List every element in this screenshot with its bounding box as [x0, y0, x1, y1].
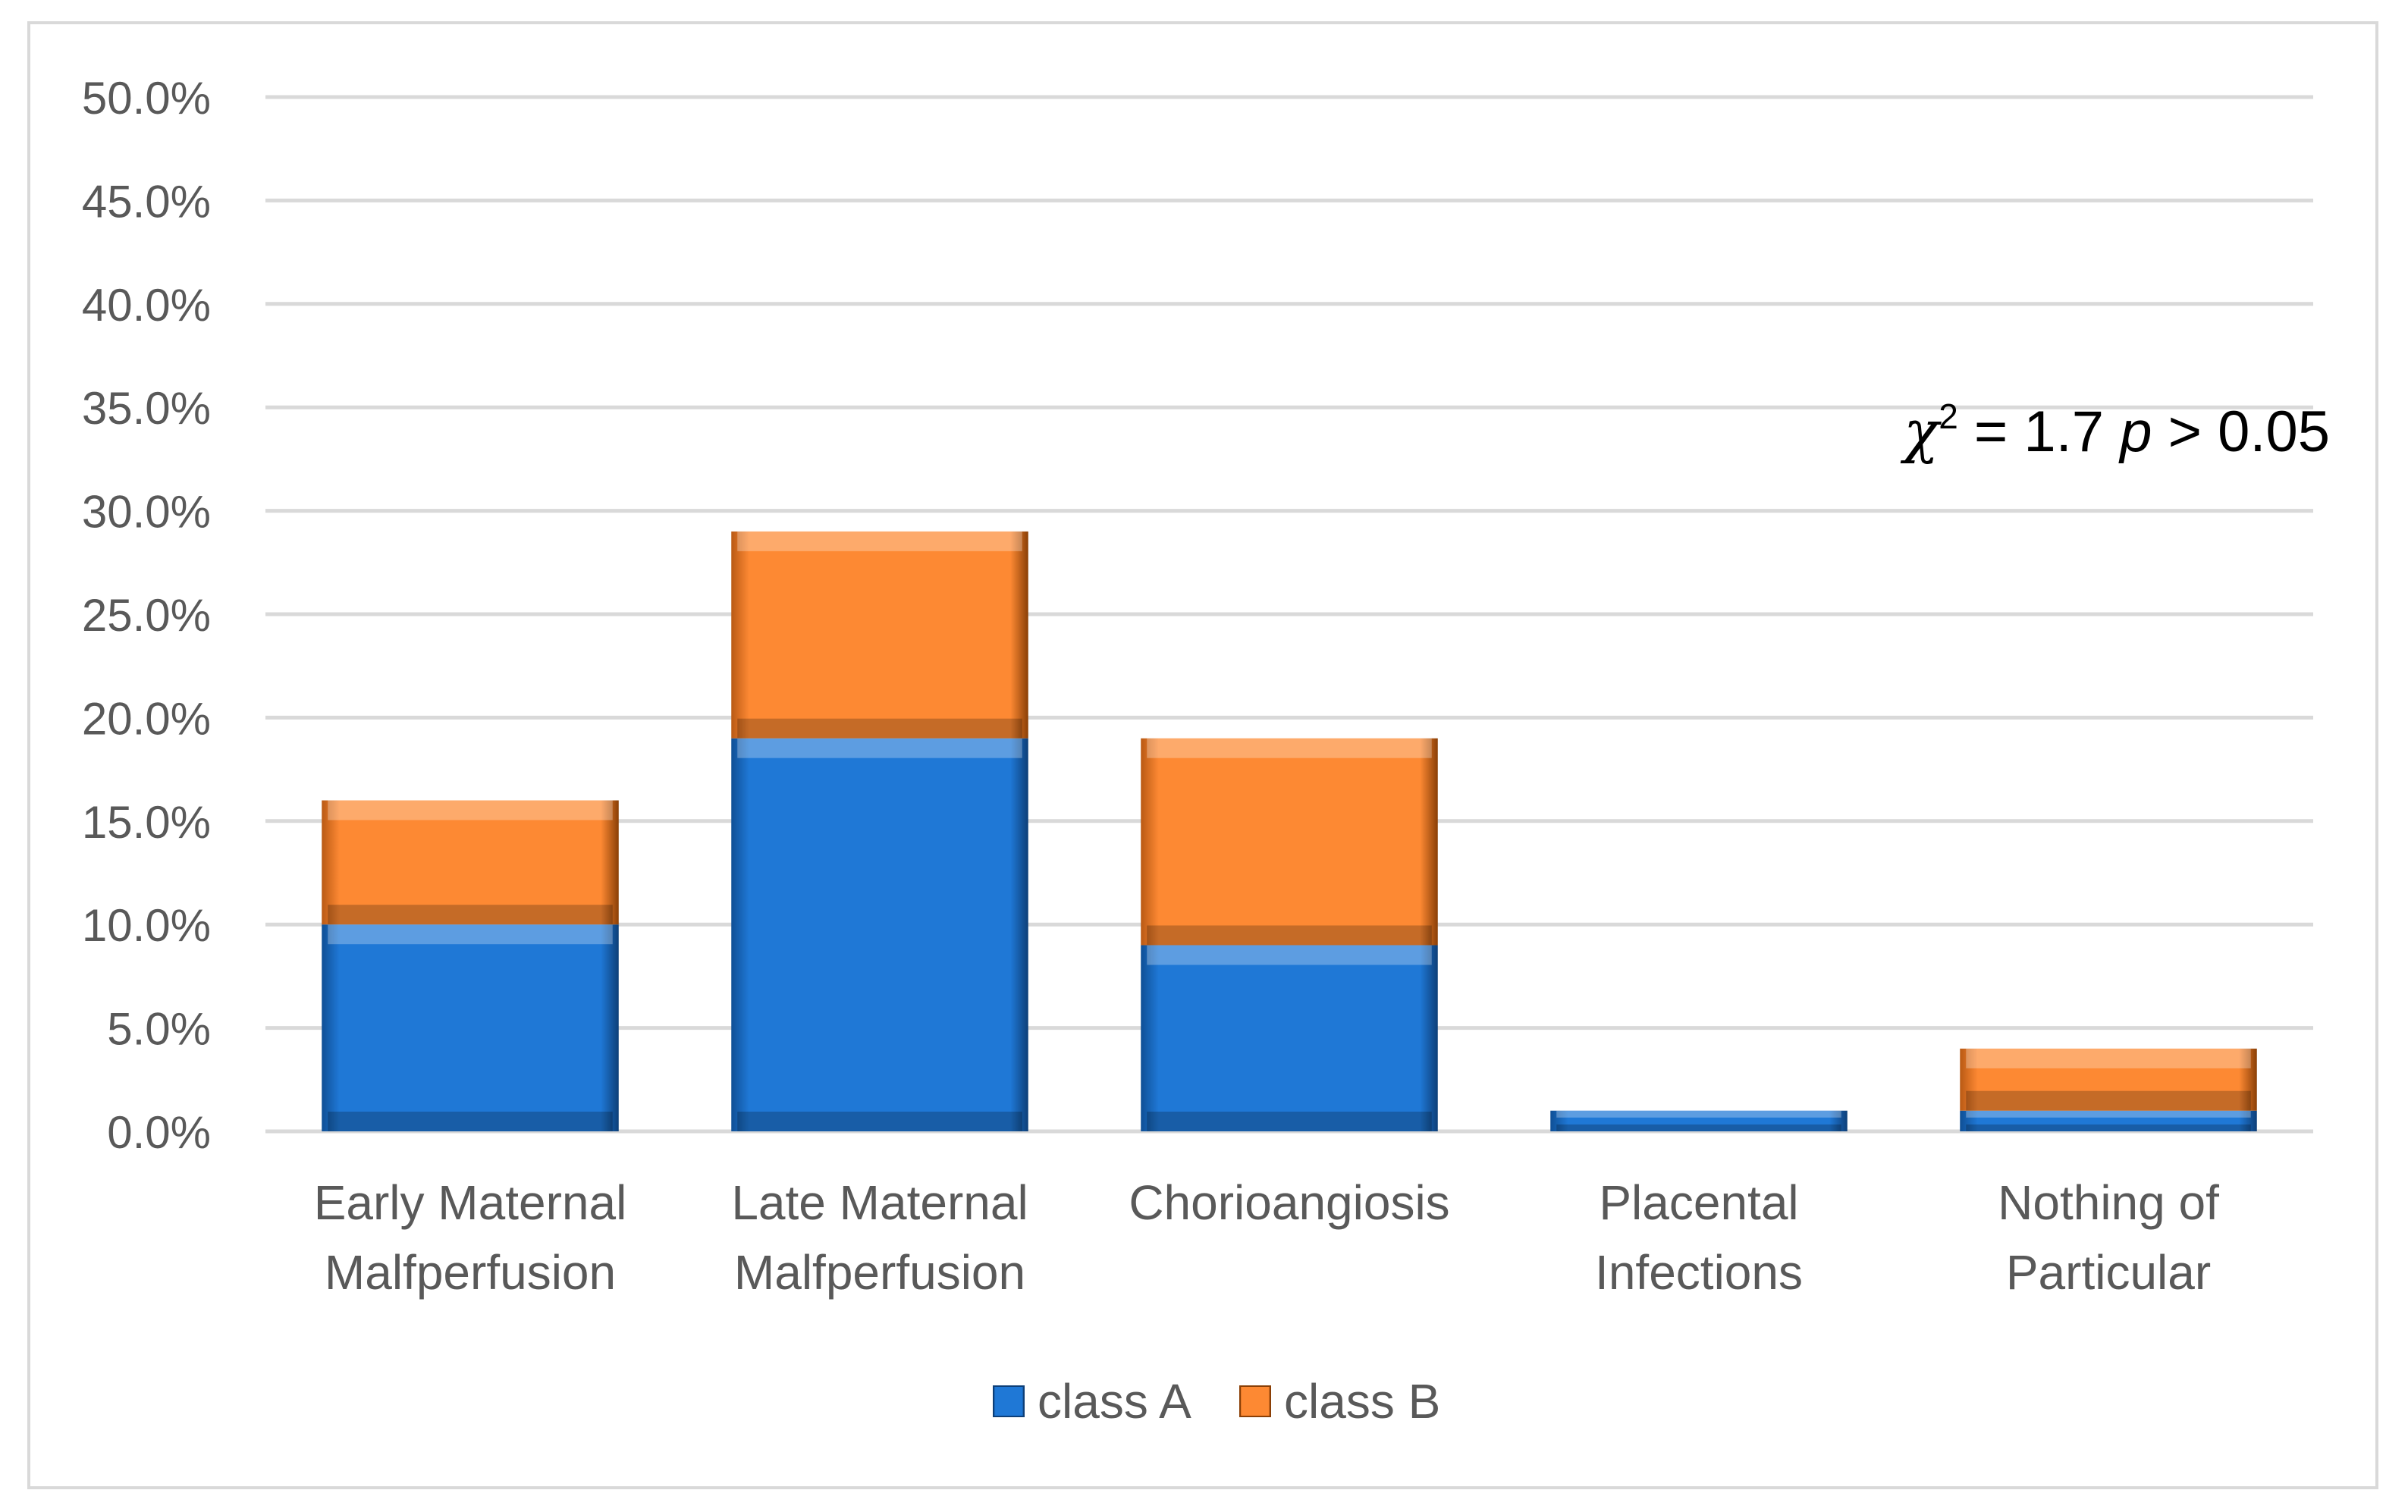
y-tick-label: 30.0%: [82, 487, 211, 538]
p-symbol: p: [2118, 400, 2152, 464]
x-category-label: Placental Infections: [1595, 1175, 1803, 1300]
bar-class-a: [1960, 1110, 2257, 1131]
y-axis-tick-labels: 0.0% 5.0% 10.0% 15.0% 20.0% 25.0% 30.0% 35.0% 40…: [82, 73, 211, 1158]
y-tick-label: 40.0%: [82, 280, 211, 331]
y-tick-label: 15.0%: [82, 797, 211, 848]
y-tick-label: 20.0%: [82, 693, 211, 744]
legend-label-class-b: class B: [1284, 1374, 1440, 1429]
x-category-label: Early Maternal Malfperfusion: [314, 1175, 627, 1300]
bar-class-a: [322, 924, 619, 1131]
bar-class-b: [322, 800, 619, 925]
legend: class A class B: [993, 1374, 1440, 1429]
chi-value: = 1.7: [1958, 400, 2120, 464]
bar-class-a: [1550, 1110, 1848, 1131]
bar-class-a: [1141, 945, 1438, 1131]
y-tick-label: 5.0%: [107, 1004, 211, 1055]
x-category-label: Chorioangiosis: [1129, 1175, 1449, 1230]
legend-swatch-class-a: [993, 1385, 1025, 1417]
legend-label-class-a: class A: [1038, 1374, 1191, 1429]
y-tick-label: 45.0%: [82, 176, 211, 227]
bar-class-a: [731, 738, 1028, 1131]
legend-swatch-class-b: [1239, 1385, 1271, 1417]
x-category-label: Nothing of Particular: [1998, 1175, 2219, 1300]
bar-class-b: [731, 531, 1028, 739]
chi-symbol: χ: [1900, 397, 1942, 465]
chi-square-annotation: χ2 = 1.7 p > 0.05: [1900, 397, 2330, 465]
y-tick-label: 50.0%: [82, 73, 211, 124]
y-tick-label: 0.0%: [107, 1107, 211, 1158]
bar-class-b: [1960, 1048, 2257, 1111]
y-tick-label: 35.0%: [82, 383, 211, 434]
x-axis-category-labels: Early Maternal Malfperfusion Late Maternal…: [314, 1175, 2219, 1300]
x-category-label: Late Maternal Malfperfusion: [731, 1175, 1028, 1300]
p-value: > 0.05: [2152, 400, 2330, 464]
bar-class-b: [1141, 738, 1438, 946]
bars: [322, 531, 2257, 1131]
y-tick-label: 10.0%: [82, 900, 211, 951]
chi-exponent: 2: [1939, 397, 1958, 436]
y-tick-label: 25.0%: [82, 590, 211, 641]
